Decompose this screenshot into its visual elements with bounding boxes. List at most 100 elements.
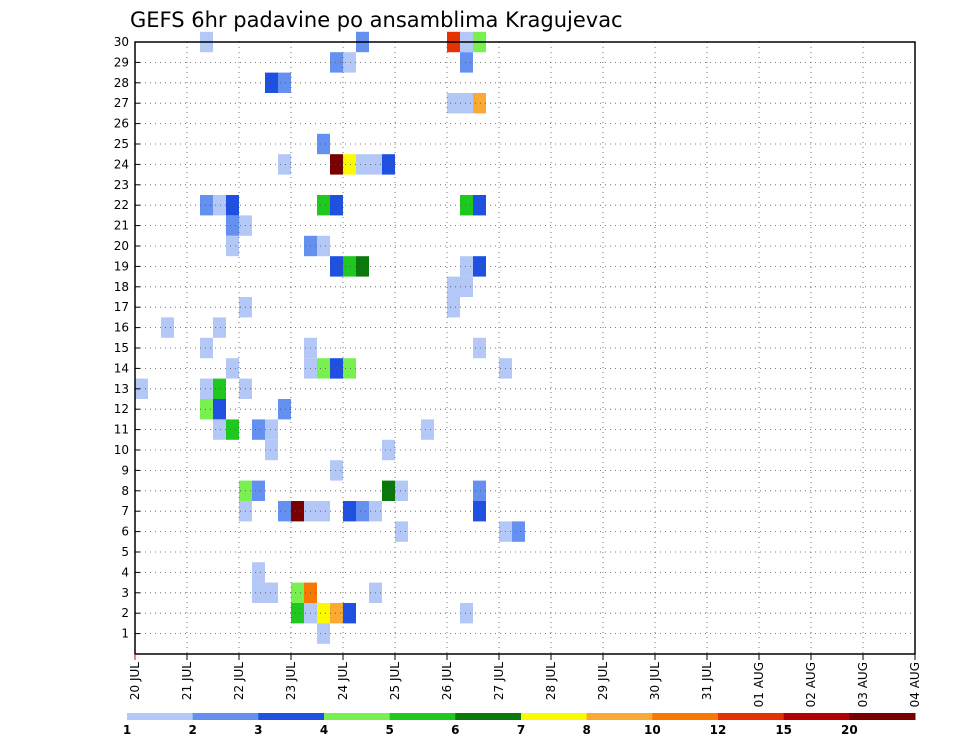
precip-cell [447,276,460,297]
precip-cell [317,235,330,257]
x-tick-label: 21 JUL [180,662,194,700]
y-tick-label: 26 [114,117,129,131]
y-tick-label: 18 [114,280,129,294]
precip-cell [460,603,473,624]
y-tick-label: 19 [114,259,129,273]
colorbar-swatch [324,713,391,720]
precip-cell [330,154,343,175]
precip-cell [317,623,330,644]
precip-cell [421,419,434,440]
colorbar-swatch [455,713,522,720]
colorbar-swatch [586,713,653,720]
precip-cell [473,501,486,522]
y-tick-label: 25 [114,137,129,151]
precip-cell [317,501,330,522]
y-tick-label: 28 [114,76,129,90]
precip-cell [252,419,265,440]
y-axis: 1234567891011121314151617181920212223242… [114,35,140,641]
precip-cell [382,154,395,175]
precip-cell [382,480,395,501]
precip-cell [161,317,174,338]
precip-cell [447,93,460,114]
colorbar-label: 1 [123,723,131,737]
precip-cell [213,378,226,399]
precip-cell [512,521,525,542]
y-tick-label: 24 [114,157,129,171]
colorbar-swatch [783,713,850,720]
precip-cell [317,195,330,216]
precip-cell [460,93,473,114]
colorbar-label: 8 [582,723,590,737]
precip-cell [226,195,239,216]
precip-cell [265,72,278,93]
precip-cell [460,276,473,297]
precip-cell [278,501,291,522]
precip-cell [460,256,473,277]
x-tick-label: 30 JUL [648,662,662,700]
precip-cell [226,419,239,440]
precip-cell [226,215,239,236]
colorbar-label: 10 [644,723,661,737]
precip-cell [356,154,369,175]
y-tick-label: 21 [114,219,129,233]
precip-cell [460,195,473,216]
precip-cell [278,399,291,420]
precip-cell [317,603,330,624]
precip-cell [265,582,278,603]
precip-cell [382,439,395,461]
precip-cell [291,501,304,522]
colorbar-label: 2 [188,723,196,737]
y-tick-label: 16 [114,321,129,335]
x-tick-label: 27 JUL [492,662,506,700]
precip-cell [343,358,356,379]
precip-cell [200,378,213,399]
precip-cell [135,378,148,399]
colorbar-label: 6 [451,723,459,737]
chart-title: GEFS 6hr padavine po ansamblima Kragujev… [130,8,623,32]
y-tick-label: 6 [121,525,129,539]
x-axis: 20 JUL 21 JUL 22 JUL 23 JUL 24 JUL 25 JUL 26 J… [128,654,922,707]
x-tick-label: 25 JUL [388,662,402,700]
precip-cell [473,93,486,114]
precip-cell [473,195,486,216]
colorbar-swatch [652,713,719,720]
x-tick-label: 22 JUL [232,662,246,700]
precip-cell [330,256,343,277]
y-tick-label: 11 [114,423,129,437]
precip-cell [226,235,239,257]
precip-cell [252,480,265,501]
dotted-grid [135,41,915,654]
precip-cell [226,358,239,379]
y-tick-label: 3 [121,586,129,600]
precip-cell [330,52,343,73]
colorbar-swatch [389,713,456,720]
precip-cell [473,256,486,277]
colorbar: 1 2 3 4 5 6 7 8 10 12 15 20 [123,713,916,737]
y-tick-label: 29 [114,55,129,69]
precip-cell [213,399,226,420]
colorbar-swatch [258,713,325,720]
precip-cell [343,501,356,522]
precip-cell [200,337,213,359]
precip-cell [278,154,291,175]
y-tick-label: 22 [114,198,129,212]
precip-cell [330,460,343,481]
precip-cell [356,501,369,522]
x-tick-label: 03 AUG [856,662,870,707]
precip-cell [265,419,278,440]
precipitation-cells [135,31,525,644]
colorbar-label: 12 [710,723,727,737]
precip-cell [447,297,460,318]
y-tick-label: 12 [114,402,129,416]
colorbar-swatch [849,713,916,720]
colorbar-label: 20 [841,723,858,737]
y-tick-label: 9 [121,463,129,477]
precip-cell [252,582,265,603]
y-tick-label: 23 [114,178,129,192]
precip-cell [395,521,408,542]
precip-cell [356,256,369,277]
precip-cell [291,582,304,603]
precip-cell [200,399,213,420]
y-tick-label: 8 [121,484,129,498]
y-tick-label: 15 [114,341,129,355]
